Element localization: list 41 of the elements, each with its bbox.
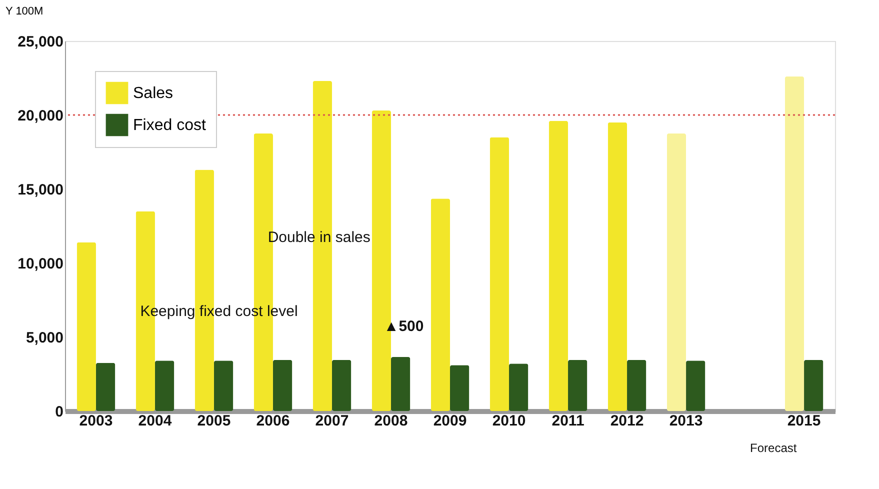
x-tick-label: 2007 [315, 412, 349, 430]
y-tick-label: 25,000 [18, 34, 64, 50]
bar [76, 242, 96, 411]
bar [490, 137, 510, 411]
bar [96, 362, 116, 411]
y-tick-label: 10,000 [18, 256, 64, 272]
bar [154, 360, 174, 411]
y-tick-label: 15,000 [18, 182, 64, 198]
y-tick-label: 5,000 [26, 330, 64, 346]
y-tick-label: 0 [55, 404, 64, 420]
x-tick-label: 2004 [138, 412, 172, 430]
bar [390, 356, 410, 411]
x-tick-label: 2013 [669, 412, 703, 430]
bar [568, 360, 588, 411]
x-tick-label: 2010 [492, 412, 526, 430]
x-tick-label: 2012 [610, 412, 644, 430]
bar [686, 360, 706, 411]
bar [608, 122, 628, 411]
bar [804, 360, 824, 411]
x-tick-label: 2008 [374, 412, 408, 430]
x-tick-label: 2011 [552, 412, 584, 430]
legend-label: Sales [133, 85, 174, 102]
y-axis-title: Y 100M [6, 6, 44, 18]
x-tick-label: 2005 [197, 412, 231, 430]
x-tick-label: 2015 [787, 412, 821, 430]
y-tick-label: 20,000 [18, 108, 64, 124]
text: Forecast [750, 441, 798, 455]
x-tick-label: 2009 [433, 412, 467, 430]
bar [627, 360, 646, 411]
bar [214, 360, 234, 411]
bar [784, 76, 804, 411]
bar [548, 120, 568, 411]
legend-label: Fixed cost [133, 117, 206, 134]
bar [430, 198, 450, 411]
bar [450, 365, 470, 411]
bar [332, 360, 352, 411]
bar [509, 364, 528, 411]
x-tick-label: 2006 [256, 412, 290, 430]
x-tick-label: 2003 [79, 412, 113, 430]
bar [666, 134, 686, 411]
bar [272, 360, 292, 411]
